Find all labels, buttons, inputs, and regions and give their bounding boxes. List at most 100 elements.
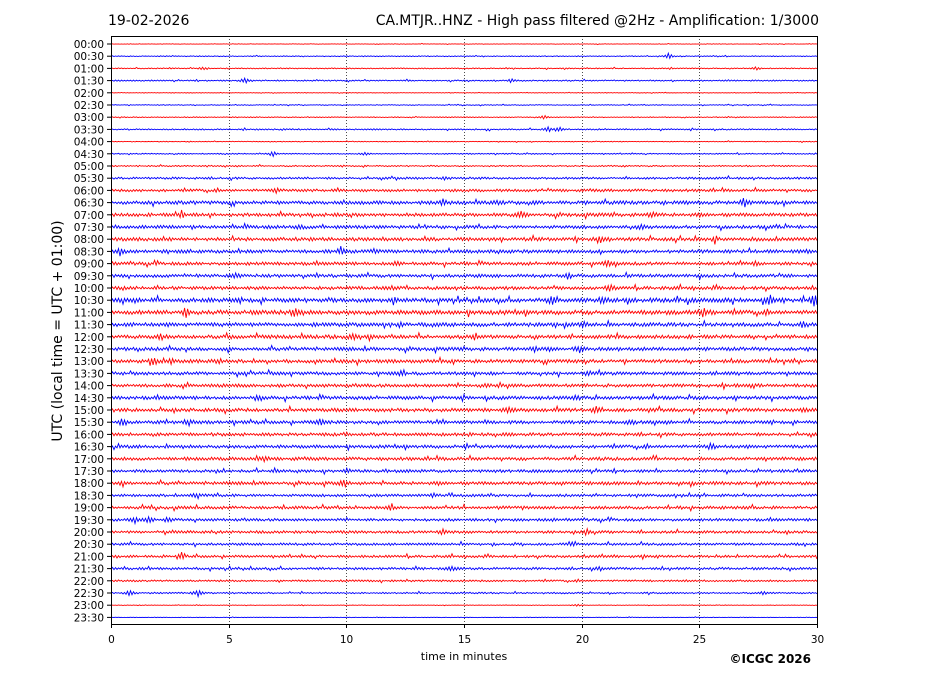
y-tick-label: 12:30 [74,344,104,356]
y-tick-label: 01:30 [74,76,104,88]
y-tick-label: 02:00 [74,88,104,100]
y-tick-label: 13:00 [74,356,104,368]
trace-row [110,515,818,526]
y-tick-label: 15:00 [74,405,104,417]
trace-row [110,526,818,537]
trace-row [110,221,818,232]
x-tick-label: 25 [693,634,706,646]
trace-row [110,103,818,107]
x-tick-label: 15 [458,634,471,646]
x-tick-label: 0 [108,634,115,646]
y-tick-label: 23:30 [74,612,104,624]
trace-row [110,91,818,94]
trace-row [110,478,818,489]
copyright-text: ©ICGC 2026 [729,652,811,666]
y-tick-label: 08:00 [74,234,104,246]
trace-row [110,368,818,379]
y-tick-label: 14:30 [74,393,104,405]
y-tick-label: 20:00 [74,527,104,539]
y-tick-label: 09:00 [74,259,104,271]
trace-row [110,355,818,367]
y-tick-label: 22:00 [74,576,104,588]
trace-row [110,270,818,281]
y-tick-label: 16:30 [74,442,104,454]
trace-row [110,283,818,293]
trace-row [110,454,818,464]
trace-row [110,209,818,221]
y-tick-label: 04:00 [74,137,104,149]
trace-row [110,392,818,404]
x-tick-label: 10 [340,634,353,646]
trace-row [110,163,818,168]
trace-row [110,441,818,452]
trace-row [110,344,818,355]
y-tick-label: 11:30 [74,320,104,332]
trace-row [110,65,818,71]
x-axis: 0 5 10 15 20 25 30 [108,624,824,646]
y-tick-label: 08:30 [74,246,104,258]
trace-row [110,503,818,513]
y-tick-label: 01:00 [74,63,104,75]
chart-title: CA.MTJR..HNZ - High pass filtered @2Hz -… [376,13,819,29]
y-tick-label: 11:00 [74,307,104,319]
trace-row [110,174,818,182]
y-tick-label: 05:00 [74,161,104,173]
trace-row [110,233,818,245]
trace-row [110,150,818,158]
trace-row [110,491,818,501]
y-tick-label: 13:30 [74,368,104,380]
y-tick-label: 09:30 [74,271,104,283]
y-tick-label: 16:00 [74,429,104,441]
y-tick-label: 23:00 [74,600,104,612]
trace-row [110,578,818,584]
y-tick-label: 18:30 [74,490,104,502]
trace-row [110,42,818,46]
y-tick-label: 04:30 [74,149,104,161]
y-tick-label: 20:30 [74,539,104,551]
x-tick-label: 20 [576,634,589,646]
trace-row [110,114,818,120]
y-tick-label: 14:00 [74,381,104,393]
trace-row [110,417,818,428]
trace-row [110,551,818,561]
trace-row [110,319,818,330]
trace-row [110,380,818,391]
y-tick-label: 00:30 [74,51,104,63]
chart-date: 19-02-2026 [108,13,189,29]
trace-row [110,603,818,607]
y-tick-label: 21:30 [74,564,104,576]
trace-row [110,616,818,619]
trace-row [110,293,818,307]
y-tick-label: 17:00 [74,454,104,466]
trace-row [110,589,818,599]
y-tick-label: 02:30 [74,100,104,112]
trace-row [110,466,818,476]
trace-row [110,404,818,416]
y-tick-label: 07:00 [74,210,104,222]
trace-row [110,76,818,85]
y-axis-label: UTC (local time = UTC + 01:00) [50,220,66,441]
y-tick-label: 10:30 [74,295,104,307]
y-tick-label: 05:30 [74,173,104,185]
trace-row [110,197,818,208]
y-tick-label: 07:30 [74,222,104,234]
y-tick-label: 19:00 [74,503,104,515]
x-tick-label: 5 [226,634,233,646]
y-tick-label: 15:30 [74,417,104,429]
y-tick-label: 06:30 [74,198,104,210]
trace-row [110,564,818,573]
y-tick-label: 18:00 [74,478,104,490]
x-axis-label: time in minutes [421,650,508,663]
trace-row [110,258,818,269]
y-tick-label: 03:30 [74,124,104,136]
trace-row [110,51,818,60]
x-tick-label: 30 [811,634,824,646]
y-tick-label: 10:00 [74,283,104,295]
y-axis: 00:0000:3001:0001:3002:0002:3003:0003:30… [74,39,111,624]
trace-row [110,140,818,144]
y-tick-label: 00:00 [74,39,104,51]
y-tick-label: 12:00 [74,332,104,344]
trace-row [110,331,818,343]
trace-row [110,246,818,257]
